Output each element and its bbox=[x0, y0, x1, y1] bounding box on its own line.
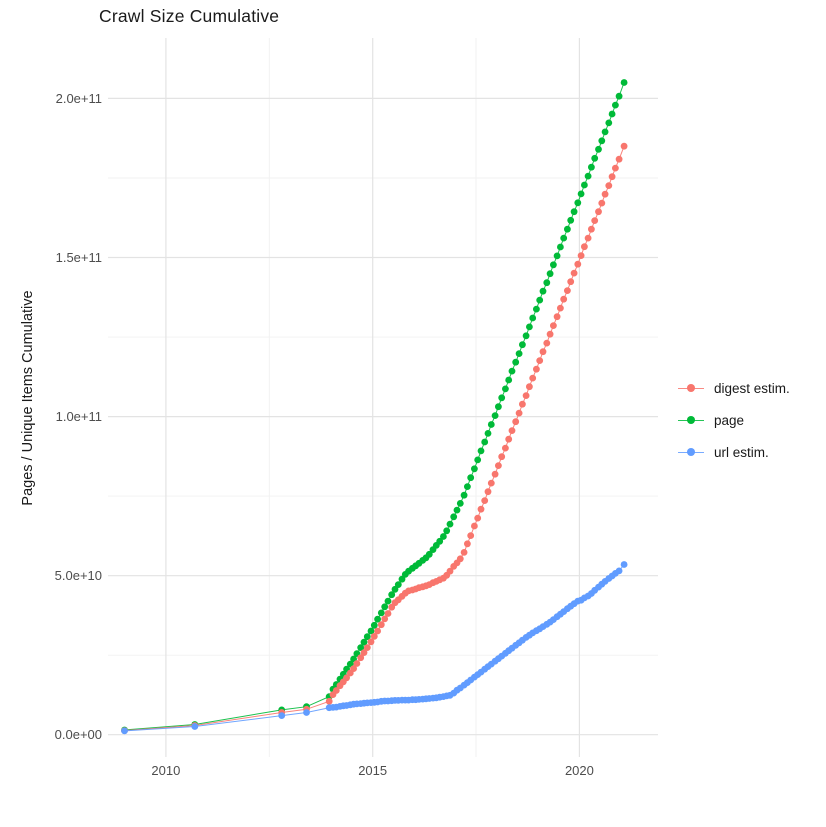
x-tick-label: 2020 bbox=[564, 763, 594, 778]
legend-key-digest-estim-icon bbox=[678, 378, 704, 398]
legend: digest estim. page url estim. bbox=[678, 378, 790, 462]
x-tick-label: 2010 bbox=[151, 763, 181, 778]
legend-item-url-estim: url estim. bbox=[678, 442, 790, 462]
legend-label: url estim. bbox=[714, 444, 769, 460]
legend-item-page: page bbox=[678, 410, 790, 430]
series-digest-estim- bbox=[121, 142, 628, 734]
y-tick-label: 1.5e+11 bbox=[55, 250, 102, 266]
chart-title: Crawl Size Cumulative bbox=[99, 6, 280, 26]
legend-key-url-estim-icon bbox=[678, 442, 704, 462]
grid-major bbox=[108, 38, 658, 757]
y-tick-label: 1.0e+11 bbox=[55, 409, 102, 425]
y-tick-label: 5.0e+10 bbox=[54, 568, 102, 584]
legend-key-page-icon bbox=[678, 410, 704, 430]
legend-label: page bbox=[714, 412, 745, 428]
legend-label: digest estim. bbox=[714, 380, 790, 396]
legend-item-digest-estim: digest estim. bbox=[678, 378, 790, 398]
x-tick-label: 2015 bbox=[358, 763, 388, 778]
grid-minor bbox=[108, 38, 658, 757]
series-url-estim- bbox=[121, 561, 628, 735]
y-tick-label: 0.0e+00 bbox=[54, 727, 102, 743]
y-tick-label: 2.0e+11 bbox=[55, 90, 102, 106]
series-page bbox=[121, 79, 628, 734]
y-axis-title: Pages / Unique Items Cumulative bbox=[20, 290, 36, 506]
